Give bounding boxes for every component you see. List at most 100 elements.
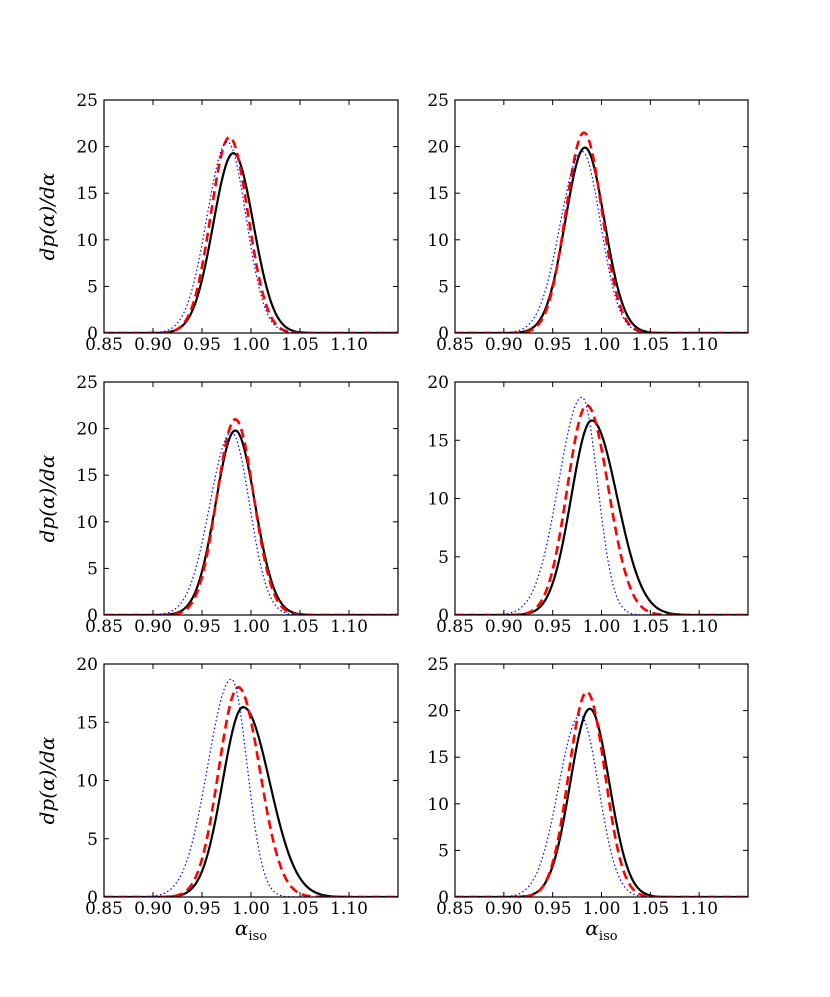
y-tick-label: 10 [427,231,449,251]
y-tick-label: 20 [76,420,98,440]
x-tick-label: 0.90 [134,335,172,355]
series-line-dotted [104,678,398,897]
y-tick-label: 15 [427,184,449,204]
x-tick-label: 0.90 [134,617,172,637]
y-tick-label: 5 [87,559,98,579]
x-tick-label: 0.95 [534,899,572,919]
series-line-dotted [104,431,398,615]
x-tick-label: 0.85 [85,335,123,355]
y-tick-label: 15 [76,466,98,486]
x-tick-label: 1.10 [330,335,368,355]
y-tick-label: 0 [438,606,449,626]
x-tick-label: 1.05 [281,899,319,919]
y-tick-label: 20 [427,138,449,158]
y-tick-label: 10 [427,795,449,815]
y-axis-label: dp(α)/dα [35,172,59,260]
panel-row-1-right: 0.85 0.90 0.95 1.00 1.05 1.10 0 5 10 15 20 25 [427,91,749,355]
x-tick-label: 1.10 [330,617,368,637]
x-tick-label: 1.00 [583,617,621,637]
series-line-dotted [455,396,748,615]
y-tick-label: 20 [76,655,98,675]
y-tick-label: 10 [427,490,449,510]
x-tick-label: 0.95 [183,335,221,355]
y-tick-label: 20 [427,702,449,722]
series-line-dashed [455,690,748,897]
y-tick-label: 10 [76,513,98,533]
x-tick-label: 1.00 [583,335,621,355]
y-tick-label: 5 [438,548,449,568]
y-tick-label: 5 [438,841,449,861]
series-line-solid [104,706,398,897]
axes-frame [454,381,749,616]
y-tick-label: 25 [76,373,98,393]
series-line-dashed [104,686,398,897]
x-tick-label: 0.90 [485,899,523,919]
panel-row-1-left: 0.85 0.90 0.95 1.00 1.05 1.10 0 5 10 15 20 25 dp(α)/… [35,91,399,355]
x-tick-label: 0.90 [485,335,523,355]
axes-frame [103,663,399,898]
x-tick-label: 1.10 [680,899,718,919]
x-tick-label: 1.10 [680,617,718,637]
y-tick-label: 20 [76,138,98,158]
y-tick-label: 5 [87,830,98,850]
y-tick-label: 15 [427,748,449,768]
axes-frame [103,381,399,616]
y-tick-label: 0 [87,888,98,908]
series-line-solid [455,146,748,333]
x-tick-label: 0.95 [534,335,572,355]
y-tick-label: 0 [87,324,98,344]
x-tick-label: 1.05 [281,617,319,637]
y-tick-label: 5 [87,277,98,297]
series-line-solid [104,152,398,333]
x-tick-label: 1.05 [281,335,319,355]
y-tick-label: 10 [76,231,98,251]
curves-row-3-left [104,678,398,897]
x-tick-label: 0.85 [85,617,123,637]
curves-row-1-right [455,131,748,333]
x-tick-label: 1.05 [631,899,669,919]
x-tick-label: 1.10 [330,899,368,919]
x-tick-label: 1.00 [583,899,621,919]
y-tick-label: 15 [76,713,98,733]
y-tick-label: 15 [76,184,98,204]
y-tick-label: 0 [438,324,449,344]
x-tick-label: 0.95 [534,617,572,637]
panel-row-2-right: 0.85 0.90 0.95 1.00 1.05 1.10 0 5 10 15 20 [427,373,749,637]
x-tick-label: 0.85 [85,899,123,919]
curves-row-2-left [104,418,398,615]
x-tick-label: 0.95 [183,617,221,637]
y-tick-label: 5 [438,277,449,297]
y-tick-label: 0 [87,606,98,626]
x-tick-label: 1.05 [631,617,669,637]
x-axis-label: αiso [235,916,267,944]
x-tick-label: 1.00 [232,899,270,919]
y-tick-label: 25 [427,655,449,675]
x-axis-label: αiso [585,916,617,944]
y-axis-label: dp(α)/dα [35,454,59,542]
panel-row-2-left: 0.85 0.90 0.95 1.00 1.05 1.10 0 5 10 15 20 25 dp(α)/… [35,373,399,637]
y-tick-label: 15 [427,431,449,451]
x-tick-label: 0.85 [436,899,474,919]
y-tick-label: 25 [427,91,449,111]
x-tick-label: 0.90 [134,899,172,919]
panel-row-3-right: 0.85 0.90 0.95 1.00 1.05 1.10 0 5 10 15 20 25 αiso [427,655,749,944]
x-tick-label: 0.90 [485,617,523,637]
y-tick-label: 20 [427,373,449,393]
curves-row-2-right [455,396,748,615]
series-line-dotted [455,150,748,333]
panel-row-3-left: 0.85 0.90 0.95 1.00 1.05 1.10 0 5 10 15 20 dp(α)/dα… [35,655,399,944]
x-tick-label: 0.95 [183,899,221,919]
axes-frame [454,663,749,898]
x-tick-label: 1.00 [232,335,270,355]
x-tick-label: 1.05 [631,335,669,355]
x-tick-label: 0.85 [436,335,474,355]
series-line-dashed [104,136,398,333]
y-tick-label: 10 [76,772,98,792]
curves-row-1-left [104,136,398,333]
y-tick-label: 0 [438,888,449,908]
curves-row-3-right [455,690,748,897]
series-line-dashed [104,418,398,615]
x-tick-label: 1.10 [680,335,718,355]
y-axis-label: dp(α)/dα [35,736,59,824]
